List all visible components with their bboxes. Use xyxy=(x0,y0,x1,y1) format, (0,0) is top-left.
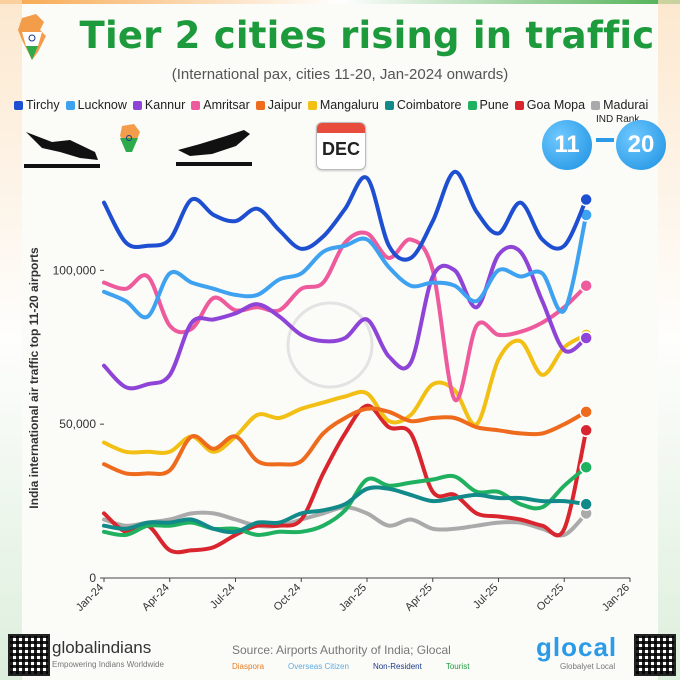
legend-swatch xyxy=(65,100,75,110)
legend-label: Coimbatore xyxy=(396,98,462,112)
series-end-point xyxy=(579,278,593,293)
x-tick-label: Jan-24 xyxy=(74,582,106,614)
calendar-label: DEC xyxy=(321,139,360,159)
series-end-point xyxy=(579,192,593,207)
legend-item: Lucknow xyxy=(65,98,127,112)
x-tick-label: Jan-26 xyxy=(600,582,632,614)
legend-swatch xyxy=(467,100,477,110)
top-border xyxy=(0,0,680,4)
legend-label: Madurai xyxy=(603,98,649,112)
rank-label: IND Rank xyxy=(596,114,640,125)
qr-code-left-icon xyxy=(8,634,50,676)
legend-item: Mangaluru xyxy=(307,98,379,112)
legend-item: Amritsar xyxy=(191,98,250,112)
footer-tags: Diaspora Overseas Citizen Non-Resident Tour… xyxy=(232,662,469,671)
series-end-point xyxy=(579,460,593,474)
x-tick-label: Apr-24 xyxy=(140,582,172,614)
qr-code-right-icon xyxy=(634,634,676,676)
x-tick-label: Oct-24 xyxy=(272,582,304,614)
brand-right-logo: glocal xyxy=(536,632,618,662)
footer-tag: Overseas Citizen xyxy=(288,662,349,671)
series-line-kannur xyxy=(102,245,589,391)
brand-left-logo: globalindians xyxy=(52,638,152,657)
rank-dash xyxy=(596,138,614,142)
left-decoration xyxy=(0,0,22,680)
series-line-coimbatore xyxy=(102,485,589,535)
legend-swatch xyxy=(307,100,317,110)
legend-label: Goa Mopa xyxy=(526,98,586,112)
series-end-point xyxy=(579,497,593,511)
plot-area: 0 50,000 100,000 Jan-24 Apr-24 Jul-24 Oct-24 Ja… xyxy=(27,169,632,614)
legend-item: Kannur xyxy=(132,98,186,112)
legend-swatch xyxy=(132,100,142,110)
rank-start-badge: 11 xyxy=(542,120,592,170)
footer-tag: Non-Resident xyxy=(372,662,422,671)
y-axis-label: India international air traffic top 11-2… xyxy=(27,247,41,509)
right-decoration xyxy=(658,0,680,680)
legend-label: Tirchy xyxy=(26,98,60,112)
x-tick-label: Jul-25 xyxy=(471,582,501,612)
y-tick-label: 0 xyxy=(89,571,96,585)
series-end-point xyxy=(579,423,593,438)
series-end-point xyxy=(579,331,593,345)
series-line-lucknow xyxy=(102,212,589,320)
legend-swatch xyxy=(591,100,601,110)
legend-item: Goa Mopa xyxy=(514,98,586,112)
plane-takeoff-icon xyxy=(176,130,252,166)
series-end-point xyxy=(579,405,593,419)
rank-end-badge: 20 xyxy=(616,120,666,170)
series-line-amritsar xyxy=(102,230,589,402)
y-tick-label: 100,000 xyxy=(53,263,97,277)
legend-item: Pune xyxy=(467,98,509,112)
legend-swatch xyxy=(384,100,394,110)
footer-tag: Tourist xyxy=(445,662,470,671)
legend-swatch xyxy=(14,100,23,110)
x-tick-label: Apr-25 xyxy=(403,582,435,614)
legend-swatch xyxy=(514,100,524,110)
brand-right-tagline: Globalyet Local xyxy=(560,662,616,671)
x-tick-label: Jan-25 xyxy=(337,582,369,614)
india-map-icon xyxy=(18,14,46,60)
x-tick-label: Oct-25 xyxy=(535,582,567,614)
plane-landing-icon xyxy=(24,132,100,168)
page-subtitle: (International pax, cities 11-20, Jan-20… xyxy=(171,66,509,83)
series-line-goa-mopa xyxy=(102,403,589,555)
legend-item: Madurai xyxy=(591,98,648,112)
legend-item: Jaipur xyxy=(255,98,302,112)
page-title: Tier 2 cities rising in traffic xyxy=(79,14,655,57)
chart-legend: Tirchy Lucknow Kannur Amritsar Jaipur Mangalu… xyxy=(14,98,674,112)
legend-label: Jaipur xyxy=(267,98,302,112)
legend-swatch xyxy=(191,100,201,110)
india-map-small-icon xyxy=(120,124,140,152)
calendar-icon: DEC xyxy=(316,122,366,170)
series-line-pune xyxy=(102,465,589,538)
legend-swatch xyxy=(255,100,265,110)
legend-label: Pune xyxy=(479,98,509,112)
series-line-tirchy xyxy=(102,169,589,262)
chakra-watermark-icon xyxy=(286,301,374,389)
legend-item: Coimbatore xyxy=(384,98,462,112)
legend-label: Kannur xyxy=(144,98,186,112)
legend-label: Mangaluru xyxy=(319,98,379,112)
source-note: Source: Airports Authority of India; Glo… xyxy=(232,643,451,657)
brand-left-tagline: Empowering Indians Worldwide xyxy=(52,660,164,669)
y-tick-label: 50,000 xyxy=(59,417,96,431)
footer-tag: Diaspora xyxy=(232,662,265,671)
legend-label: Lucknow xyxy=(77,98,127,112)
legend-label: Amritsar xyxy=(203,98,250,112)
series-line-jaipur xyxy=(102,406,589,477)
legend-item: Tirchy xyxy=(14,98,60,112)
series-line-mangaluru xyxy=(102,332,589,455)
x-tick-label: Jul-24 xyxy=(208,582,238,612)
